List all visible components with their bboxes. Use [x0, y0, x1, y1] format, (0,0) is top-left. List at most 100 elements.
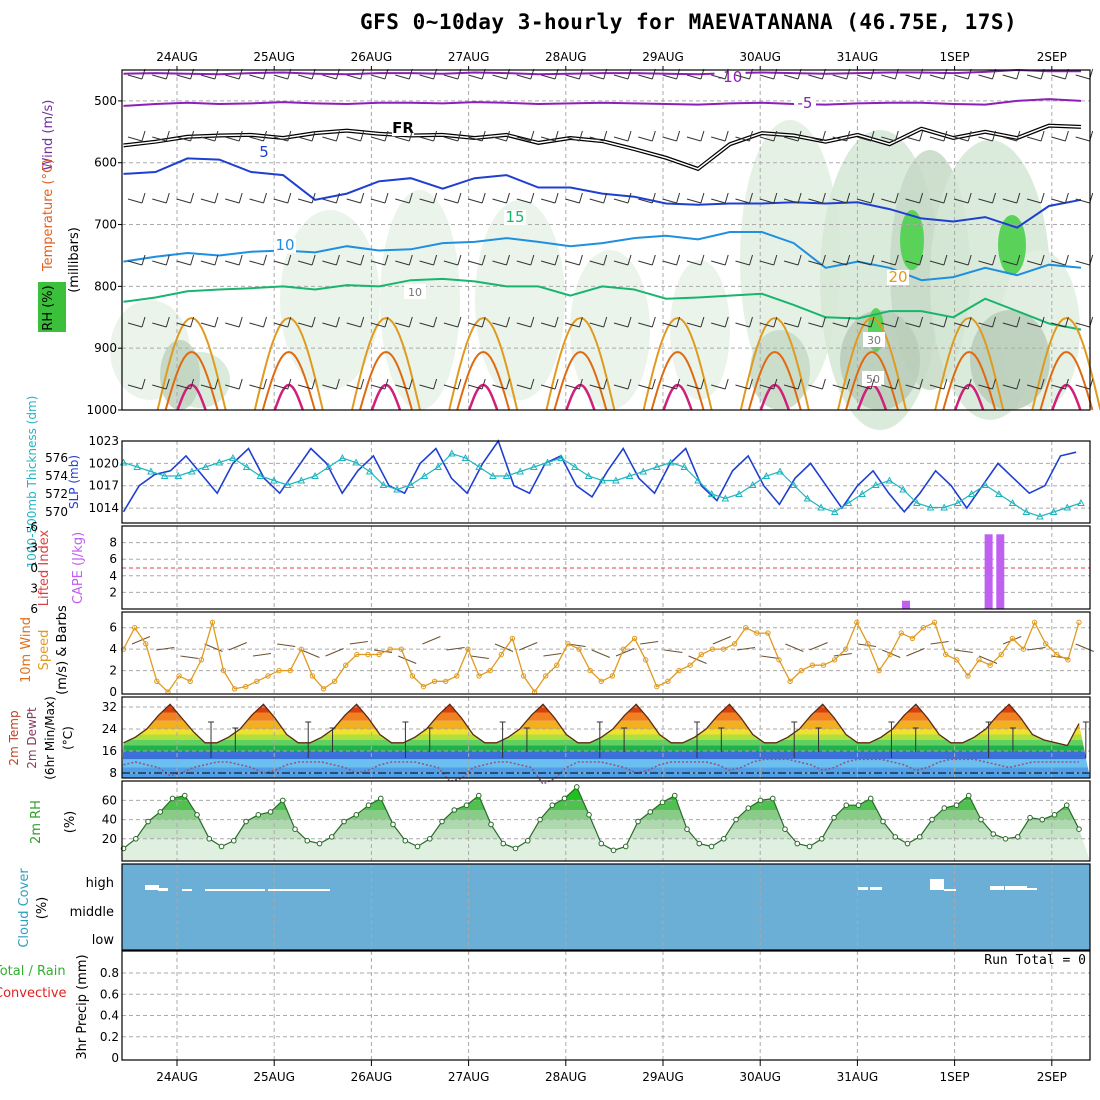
- wind-barb-flag: [239, 317, 242, 327]
- wind-barb: [663, 137, 677, 141]
- rh-marker: [905, 841, 910, 846]
- wind-barb: [128, 137, 142, 141]
- date-label-bottom: 25AUG: [253, 1070, 295, 1084]
- rh-marker: [1015, 835, 1020, 840]
- temp-band: [122, 740, 1090, 746]
- wind10-barb: [955, 650, 973, 653]
- wind-barb-flag: [215, 317, 218, 327]
- wind-barb-flag: [166, 255, 169, 265]
- cloud-gap: [1027, 888, 1037, 890]
- rh-marker: [1028, 815, 1033, 820]
- wind-barb: [833, 75, 847, 79]
- pressure-tick-label: 500: [94, 94, 117, 108]
- wind-barb-flag: [677, 193, 680, 203]
- wind-barb-flag: [458, 255, 461, 265]
- wind-barb-flag: [239, 379, 242, 389]
- rh-shading: [670, 260, 730, 400]
- wind-barb: [760, 75, 774, 79]
- wind-barb-flag: [555, 193, 558, 203]
- rh-marker: [219, 844, 224, 849]
- rh-marker: [709, 844, 714, 849]
- date-label-top: 1SEP: [940, 50, 970, 64]
- wind-barb: [201, 323, 215, 327]
- wind-barb: [857, 75, 871, 79]
- cape-tick-label: 8: [109, 536, 117, 550]
- rh-band: [122, 829, 1090, 839]
- wind-barb: [298, 137, 312, 141]
- wind-barb: [250, 199, 264, 203]
- rh-marker: [758, 798, 763, 803]
- wind-barb: [614, 75, 628, 79]
- ylabel-precip: 3hr Precip (mm): [75, 954, 90, 1059]
- rh-marker: [697, 841, 702, 846]
- precip-tick-label: 0.8: [100, 966, 119, 980]
- wind-barb-flag: [264, 317, 267, 327]
- wind-barb: [225, 75, 239, 79]
- date-label-bottom: 28AUG: [545, 1070, 587, 1084]
- date-label-top: 29AUG: [642, 50, 684, 64]
- wind10-tick-label: 6: [109, 621, 117, 635]
- wind-barb-flag: [920, 131, 923, 141]
- wind-barb: [565, 261, 579, 265]
- ylabel-wind10-b: Speed: [37, 630, 52, 671]
- wind-barb: [663, 75, 677, 79]
- wind-barb: [274, 75, 288, 79]
- rh-shading: [280, 210, 380, 390]
- wind-barb: [395, 75, 409, 79]
- rh-marker: [329, 835, 334, 840]
- wind-barb-flag: [701, 193, 704, 203]
- slp-tick-label: 1014: [88, 501, 119, 515]
- wind-barb: [517, 75, 531, 79]
- wind-barb-flag: [458, 193, 461, 203]
- temp-tick-label: 24: [102, 722, 117, 736]
- precip-panel: [122, 951, 1090, 1060]
- rh-marker: [403, 838, 408, 843]
- wind10-tick-label: 2: [109, 664, 117, 678]
- wind-barb: [152, 199, 166, 203]
- wind-barb-flag: [725, 379, 728, 389]
- rh-marker: [917, 835, 922, 840]
- isotherm-30-lobe: [275, 385, 303, 410]
- rh-marker: [550, 803, 555, 808]
- cloud-gap: [158, 888, 168, 891]
- ylabel-temp-d: (°C): [61, 726, 75, 750]
- rh-marker: [1077, 827, 1082, 832]
- rh-marker: [648, 810, 653, 815]
- precip-tick-label: 0.6: [100, 987, 119, 1001]
- rh-marker: [574, 785, 579, 790]
- wind10-barb: [543, 654, 561, 657]
- ylabel-cloud-b: (%): [35, 897, 50, 920]
- date-label-top: 2SEP: [1037, 50, 1067, 64]
- cape-bar: [985, 534, 993, 609]
- rh-marker: [611, 848, 616, 853]
- wind-barb-flag: [628, 193, 631, 203]
- temp-tick-label: 16: [102, 744, 117, 758]
- rh-marker: [158, 810, 163, 815]
- wind-barb: [322, 199, 336, 203]
- cloud-level-label: low: [92, 933, 115, 948]
- ylabel-rh2m-a: 2m RH: [29, 800, 44, 844]
- precip-legend-total: Total / Rain: [0, 964, 66, 979]
- date-label-bottom: 27AUG: [448, 1070, 490, 1084]
- wind-barb-flag: [628, 131, 631, 141]
- wind10-barb: [640, 642, 658, 645]
- rh-marker: [721, 837, 726, 842]
- wind-barb: [881, 75, 895, 79]
- date-label-top: 31AUG: [837, 50, 879, 64]
- wind-barb-flag: [725, 193, 728, 203]
- rh-marker: [819, 837, 824, 842]
- pressure-tick-label: 1000: [86, 403, 117, 417]
- precip-tick-label: 0.2: [100, 1030, 119, 1044]
- cloud-gap: [1005, 886, 1027, 890]
- wind-barb: [1051, 75, 1065, 79]
- ylabel-wind10-c: (m/s) & Barbs: [55, 605, 70, 695]
- wind-barb: [541, 75, 555, 79]
- date-label-top: 28AUG: [545, 50, 587, 64]
- slp-tick-label: 1020: [88, 456, 119, 470]
- rh2m-panel: [121, 772, 1090, 861]
- rh-marker: [354, 813, 359, 818]
- wind-barb: [371, 137, 385, 141]
- wind-barb: [152, 261, 166, 265]
- wind10-tick-label: 0: [109, 685, 117, 699]
